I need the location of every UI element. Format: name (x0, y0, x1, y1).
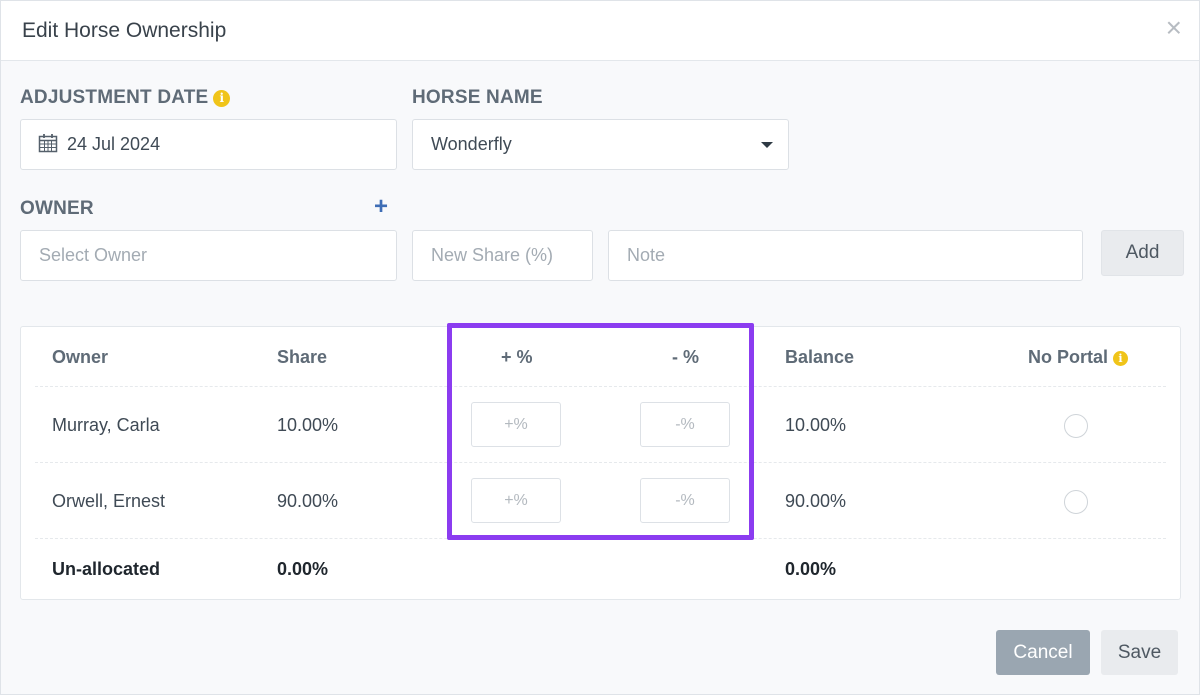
adjustment-date-input[interactable]: 24 Jul 2024 (20, 119, 397, 170)
new-share-input[interactable]: New Share (%) (412, 230, 593, 281)
info-icon[interactable]: i (1113, 351, 1129, 366)
column-header-no-portal: No Portal i (1028, 347, 1129, 368)
dialog-header: Edit Horse Ownership × (1, 1, 1199, 61)
row-balance: 90.00% (785, 491, 847, 511)
row-divider (35, 386, 1166, 387)
row-divider (35, 462, 1166, 463)
owner-select[interactable]: Select Owner (20, 230, 397, 281)
ownership-table: Owner Share + % - % Balance No Portal i M… (20, 326, 1181, 600)
row-share: 10.00% (277, 415, 339, 435)
dialog-title: Edit Horse Ownership (22, 19, 227, 42)
cancel-button[interactable]: Cancel (996, 630, 1090, 675)
unallocated-share: 0.00% (277, 559, 329, 579)
note-placeholder: Note (627, 245, 666, 265)
owner-label: OWNER (20, 198, 94, 219)
column-header-balance: Balance (785, 347, 855, 367)
unallocated-balance: 0.00% (785, 559, 837, 579)
plus-percent-input[interactable]: +% (471, 478, 561, 523)
column-header-share: Share (277, 347, 328, 367)
unallocated-label: Un-allocated (52, 559, 161, 579)
plus-percent-input[interactable]: +% (471, 402, 561, 447)
owner-placeholder: Select Owner (39, 245, 148, 265)
no-portal-radio[interactable] (1064, 414, 1088, 438)
adjustment-date-label-text: ADJUSTMENT DATE (20, 87, 209, 108)
horse-name-label: HORSE NAME (412, 87, 543, 108)
new-share-placeholder: New Share (%) (431, 245, 554, 265)
row-owner-name: Orwell, Ernest (52, 491, 166, 511)
info-icon[interactable]: i (213, 90, 231, 107)
horse-name-select[interactable]: Wonderfly (412, 119, 789, 170)
column-header-plus: + % (501, 347, 533, 367)
adjustment-date-value: 24 Jul 2024 (67, 134, 161, 154)
add-button[interactable]: Add (1101, 230, 1184, 276)
row-balance: 10.00% (785, 415, 847, 435)
minus-percent-input[interactable]: -% (640, 402, 730, 447)
add-owner-icon[interactable]: + (374, 193, 389, 220)
minus-percent-input[interactable]: -% (640, 478, 730, 523)
calendar-icon (38, 134, 58, 153)
adjustment-date-label: ADJUSTMENT DATE i (20, 87, 231, 109)
row-divider (35, 538, 1166, 539)
close-icon[interactable]: × (1165, 12, 1182, 43)
save-button[interactable]: Save (1101, 630, 1178, 675)
note-input[interactable]: Note (608, 230, 1083, 281)
column-header-no-portal-text: No Portal (1028, 347, 1109, 367)
row-owner-name: Murray, Carla (52, 415, 160, 435)
no-portal-radio[interactable] (1064, 490, 1088, 514)
column-header-owner: Owner (52, 347, 109, 367)
chevron-down-icon (761, 142, 773, 148)
column-header-minus: - % (672, 347, 699, 367)
horse-name-value: Wonderfly (431, 134, 512, 154)
row-share: 90.00% (277, 491, 339, 511)
